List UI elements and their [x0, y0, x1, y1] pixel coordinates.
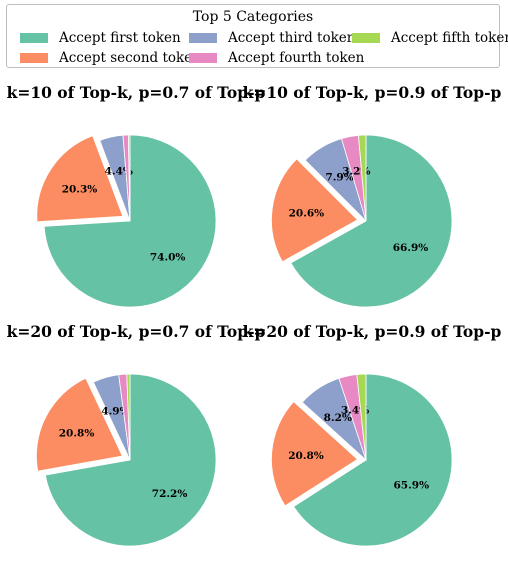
pie-data-label: 20.8% [59, 427, 95, 439]
pie-slice-accept-second-token [35, 377, 123, 472]
pie-slice-accept-second-token [36, 135, 124, 223]
pie-slice-accept-fifth-token [356, 373, 367, 461]
pie-data-label: 20.6% [289, 208, 325, 220]
legend-swatch [352, 33, 380, 43]
pie-chart-1: 74.0%20.3%4.4% [36, 134, 217, 308]
pie-data-label: 4.9% [101, 405, 129, 417]
legend-label: Accept fourth token [228, 50, 365, 66]
pie-data-label: 65.9% [394, 480, 430, 492]
legend-swatch [20, 53, 48, 63]
legend-swatch [20, 33, 48, 43]
pie-data-label: 8.2% [324, 412, 352, 424]
pie-slice-accept-fifth-token [126, 373, 131, 461]
legend-item-fourth-token: Accept fourth token [189, 50, 364, 66]
legend-label: Accept third token [228, 30, 356, 46]
chart-title-4: k=20 of Top-k, p=0.9 of Top-p [242, 322, 502, 341]
legend-item-second-token: Accept second token [20, 50, 201, 66]
pie-slice-accept-second-token [271, 401, 359, 507]
chart-title-1: k=10 of Top-k, p=0.7 of Top-p [6, 83, 266, 102]
pie-slice-accept-fifth-token [358, 134, 367, 222]
pie-chart-2: 66.9%20.6%7.9%3.2% [271, 134, 453, 308]
pie-data-label: 20.3% [62, 183, 98, 195]
pie-slice-accept-first-token [44, 373, 217, 547]
legend-item-first-token: Accept first token [20, 30, 181, 46]
chart-title-3: k=20 of Top-k, p=0.7 of Top-p [6, 322, 266, 341]
legend-swatch [189, 53, 217, 63]
chart-title-2: k=10 of Top-k, p=0.9 of Top-p [242, 83, 502, 102]
legend-item-fifth-token: Accept fifth token [352, 30, 508, 46]
pie-slice-accept-second-token [271, 158, 359, 263]
pie-data-label: 7.9% [325, 172, 353, 184]
pie-slice-accept-fifth-token [127, 134, 131, 222]
pie-data-label: 20.8% [288, 450, 324, 462]
legend-label: Accept first token [59, 30, 181, 46]
pie-data-label: 72.2% [152, 488, 188, 500]
legend-title: Top 5 Categories [192, 9, 314, 25]
pie-slice-accept-first-token [290, 134, 453, 308]
pie-slice-accept-first-token [293, 373, 453, 547]
legend-swatch [189, 33, 217, 43]
pie-data-label: 66.9% [393, 242, 429, 254]
pie-chart-3: 72.2% 20.8% 4.9% [35, 373, 217, 547]
pie-data-label: 74.0% [150, 251, 186, 263]
legend: Top 5 Categories Accept first token Acce… [6, 4, 508, 68]
legend-label: Accept second token [59, 50, 201, 66]
legend-label: Accept fifth token [391, 30, 508, 46]
legend-item-third-token: Accept third token [189, 30, 355, 46]
pie-chart-4: 65.9%20.8%8.2%3.4% [271, 373, 453, 547]
